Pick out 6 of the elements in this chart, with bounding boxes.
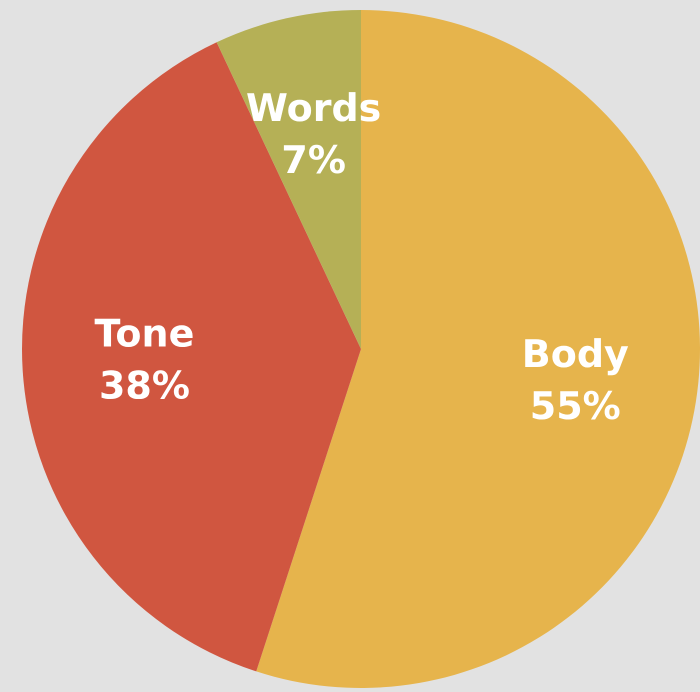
data-label: 55% bbox=[530, 384, 621, 428]
slice-label: Body bbox=[522, 332, 630, 376]
slice-label: Words bbox=[246, 86, 382, 130]
data-label: 38% bbox=[98, 364, 190, 408]
data-label: 7% bbox=[281, 138, 346, 182]
slice-label: Tone bbox=[94, 312, 194, 356]
